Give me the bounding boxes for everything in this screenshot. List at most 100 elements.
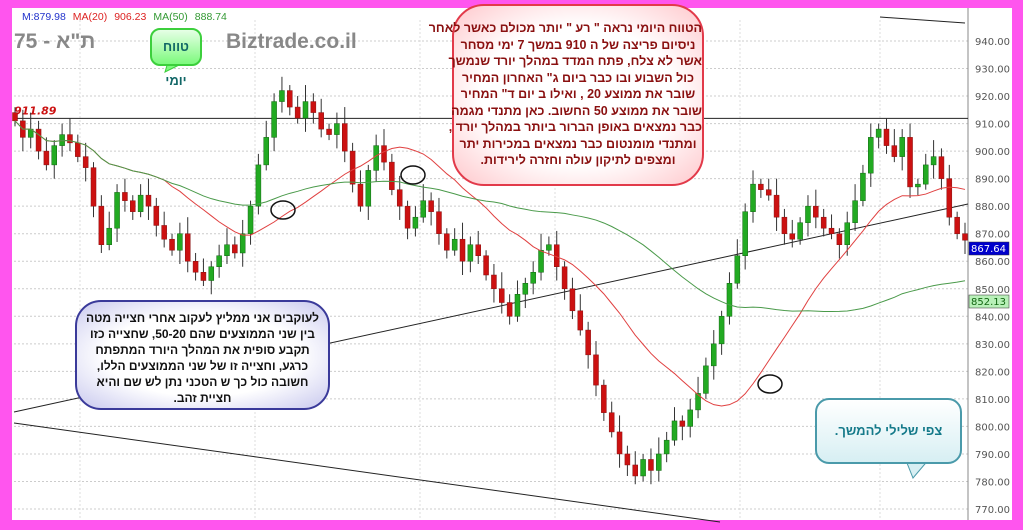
y-tick-label: 770.00 [975, 505, 1010, 516]
candle-down [436, 211, 442, 234]
candle-down [561, 266, 568, 290]
candle-down [820, 216, 827, 229]
candle-up [750, 183, 756, 212]
candle-up [522, 283, 529, 295]
callout-line: שובר את ממוצע 50 החשוב. כאן מתנדי מגמה [451, 103, 702, 118]
callout-line: חציית זהב. [173, 391, 232, 405]
candle-down [577, 310, 584, 331]
candle-down [938, 156, 945, 179]
legend-ma20-value: 906.23 [114, 11, 147, 23]
candle-down [130, 200, 136, 212]
candle-down [813, 205, 819, 218]
candle-up [797, 222, 803, 240]
candle-down [122, 192, 128, 201]
crossover-circle [270, 200, 296, 220]
candle-down [679, 420, 686, 427]
candle-up [137, 194, 144, 212]
candle-down [153, 205, 160, 226]
callout-line: אשר לא צלח, פתח המדד במהלך יורד שנמשך [448, 54, 702, 68]
callout-golden-cross: לעוקבים אני ממליץ לעקוב אחרי חצייה מטה בי… [75, 300, 330, 410]
candle-up [687, 409, 693, 427]
candle-down [98, 205, 105, 245]
candle-up [216, 255, 222, 267]
y-tick-label: 850.00 [975, 285, 1010, 296]
downtrend-line [13, 422, 721, 523]
candle-down [75, 142, 81, 157]
candle-down [318, 112, 324, 130]
legend-m: M:879.98 [22, 11, 66, 23]
candle-down [357, 183, 364, 207]
candle-up [734, 255, 741, 284]
candle-up [726, 283, 733, 317]
candle-up [852, 200, 858, 223]
y-tick-label: 910.00 [975, 120, 1010, 131]
candle-up [51, 145, 58, 166]
candle-down [585, 329, 591, 356]
callout-line: כבר נמצאים באופן הברור ביותר במהלך יורד … [448, 120, 702, 134]
candle-down [35, 128, 42, 152]
candle-up [514, 294, 521, 317]
ma50-line [14, 120, 966, 312]
resistance-label: 911.89 [14, 104, 57, 117]
candle-up [365, 170, 372, 207]
callout-line: כול השבוע ובו כבר ביום ג" האחרון המחיר [461, 70, 694, 85]
y-tick-label: 820.00 [975, 367, 1010, 378]
candle-up [538, 249, 544, 273]
candle-up [208, 266, 215, 281]
candle-up [930, 156, 937, 166]
candle-up [711, 343, 717, 367]
candle-up [703, 365, 709, 394]
y-tick-label: 900.00 [975, 147, 1010, 158]
candle-down [145, 194, 152, 207]
candle-down [82, 156, 89, 168]
candle-down [499, 288, 505, 303]
callout-line: חשובה כול כך ש הטכני נתן לש שם והיא [96, 375, 309, 389]
candle-down [428, 200, 434, 212]
candle-down [836, 233, 843, 245]
candle-up [114, 192, 120, 229]
callout-line: כרגע, וחצייה זו של שני הממוצעים הללו, [96, 359, 309, 373]
candle-up [279, 90, 285, 102]
chart-legend: M:879.98 MA(20) 906.23 MA(50) 888.74 [22, 11, 227, 23]
y-tick-label: 840.00 [975, 312, 1010, 323]
candle-down [381, 145, 387, 163]
candle-down [43, 150, 50, 166]
candle-down [287, 90, 293, 108]
candle-down [789, 233, 796, 240]
candle-up [915, 183, 921, 188]
last-price-label: 867.64 [971, 244, 1006, 255]
callout-line: בין שני הממוצעים שהם 50-20, שחצייה כזו [90, 327, 315, 341]
candle-down [506, 302, 513, 317]
ma20-line [14, 120, 966, 407]
candle-down [765, 189, 772, 196]
candle-down [616, 431, 623, 455]
legend-ma50-label: MA(50) [153, 11, 188, 23]
candle-up [868, 137, 874, 174]
candle-down [569, 288, 576, 312]
candle-down [169, 238, 175, 251]
candle-down [326, 128, 332, 135]
callout-daily-range: טווח יומי [150, 28, 202, 88]
callout-line: הטווח היומי נראה " רע " יותר מכולם כאשר … [428, 21, 702, 35]
candle-up [467, 244, 474, 262]
candle-down [593, 354, 599, 386]
callout-line: לעוקבים אני ממליץ לעקוב אחרי חצייה מטה [85, 311, 320, 325]
candle-down [491, 274, 497, 290]
candle-up [177, 233, 183, 251]
candle-down [483, 255, 489, 276]
candle-up [922, 164, 929, 185]
candle-down [475, 244, 481, 256]
callout-line: ומצפים לתיקון עולה וחזרה לירידות. [480, 153, 676, 167]
candle-up [373, 145, 379, 171]
candle-up [546, 244, 552, 251]
candle-down [946, 178, 953, 218]
y-tick-label: 830.00 [975, 340, 1010, 351]
callout-line: ומתנדי מומנטום כבר נמצאים במכירות יתר [459, 136, 697, 151]
y-tick-label: 920.00 [975, 92, 1010, 103]
candle-down [294, 106, 301, 119]
top-trend-line [879, 16, 966, 24]
watermark: Biztrade.co.il [226, 30, 357, 53]
candle-up [263, 137, 269, 166]
candle-up [844, 222, 850, 245]
candle-down [192, 260, 199, 273]
